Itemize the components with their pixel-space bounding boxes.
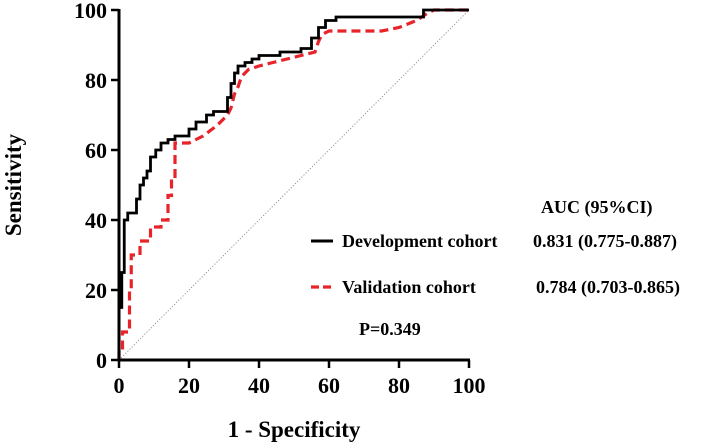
x-tick-label: 40 bbox=[248, 373, 270, 398]
x-tick-label: 80 bbox=[388, 373, 410, 398]
y-tick-label: 40 bbox=[85, 208, 107, 233]
y-tick-label: 60 bbox=[85, 138, 107, 163]
y-tick-label: 100 bbox=[74, 0, 107, 23]
x-tick-label: 60 bbox=[318, 373, 340, 398]
series-line-development bbox=[117, 8, 469, 360]
y-tick-label: 80 bbox=[85, 68, 107, 93]
plot-area bbox=[117, 8, 470, 361]
legend-auc-development: 0.831 (0.775-0.887) bbox=[533, 231, 677, 252]
legend-label-validation: Validation cohort bbox=[342, 277, 476, 297]
y-axis-title: Sensitivity bbox=[1, 133, 26, 236]
x-tick-label: 100 bbox=[453, 373, 486, 398]
y-tick-label: 0 bbox=[96, 348, 107, 373]
p-value-label: P=0.349 bbox=[359, 319, 421, 339]
x-axis-ticks: 0 20 40 60 80 100 bbox=[114, 360, 486, 398]
series-line-validation bbox=[117, 8, 469, 360]
x-tick-label: 20 bbox=[178, 373, 200, 398]
x-tick-label: 0 bbox=[114, 373, 125, 398]
y-tick-label: 20 bbox=[85, 278, 107, 303]
legend: AUC (95%CI) Development cohort 0.831 (0.… bbox=[311, 197, 680, 339]
x-axis-title: 1 - Specificity bbox=[228, 417, 361, 442]
legend-label-development: Development cohort bbox=[342, 231, 497, 251]
legend-auc-validation: 0.784 (0.703-0.865) bbox=[536, 277, 680, 298]
y-axis-ticks: 0 20 40 60 80 100 bbox=[74, 0, 119, 373]
legend-header: AUC (95%CI) bbox=[541, 197, 653, 218]
